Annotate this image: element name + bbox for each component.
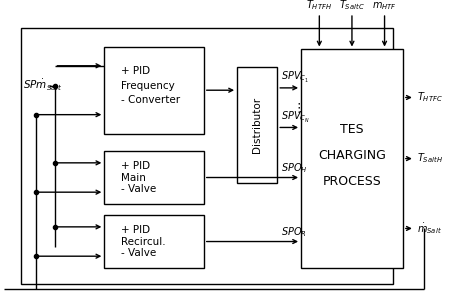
Text: $\dot{m}_{HTF}$: $\dot{m}_{HTF}$ bbox=[372, 0, 397, 12]
Text: + PID: + PID bbox=[121, 161, 150, 171]
Text: PROCESS: PROCESS bbox=[323, 175, 381, 188]
Text: $T_{HTFH}$: $T_{HTFH}$ bbox=[306, 0, 332, 12]
Text: TES: TES bbox=[340, 123, 364, 136]
Text: $T_{SaltH}$: $T_{SaltH}$ bbox=[417, 152, 443, 166]
Text: $SP\dot{m}_{Salt}$: $SP\dot{m}_{Salt}$ bbox=[23, 78, 62, 93]
Bar bbox=[21, 28, 393, 284]
Text: $SPO_{R}$: $SPO_{R}$ bbox=[281, 225, 307, 239]
Text: + PID: + PID bbox=[121, 225, 150, 235]
Text: $SPV_{C_N}$: $SPV_{C_N}$ bbox=[281, 109, 310, 125]
Text: + PID: + PID bbox=[121, 66, 150, 76]
Text: - Converter: - Converter bbox=[121, 95, 180, 105]
Text: Recircul.: Recircul. bbox=[121, 237, 165, 246]
Text: Frequency: Frequency bbox=[121, 81, 174, 91]
Text: CHARGING: CHARGING bbox=[318, 149, 386, 162]
Bar bbox=[104, 215, 204, 268]
Text: $T_{SaltC}$: $T_{SaltC}$ bbox=[339, 0, 365, 12]
Text: $\vdots$: $\vdots$ bbox=[292, 101, 301, 115]
Bar bbox=[301, 49, 403, 268]
Text: $SPO_{H}$: $SPO_{H}$ bbox=[281, 161, 308, 175]
Bar bbox=[104, 151, 204, 204]
Text: $\dot{m}_{Salt}$: $\dot{m}_{Salt}$ bbox=[417, 221, 442, 236]
Bar bbox=[237, 67, 277, 183]
Text: Main: Main bbox=[121, 173, 146, 182]
Text: $T_{HTFC}$: $T_{HTFC}$ bbox=[417, 91, 443, 104]
Text: - Valve: - Valve bbox=[121, 184, 156, 194]
Text: Distributor: Distributor bbox=[252, 97, 262, 153]
Text: $SPV_{C_1}$: $SPV_{C_1}$ bbox=[281, 70, 309, 85]
Bar bbox=[104, 47, 204, 134]
Text: - Valve: - Valve bbox=[121, 248, 156, 258]
